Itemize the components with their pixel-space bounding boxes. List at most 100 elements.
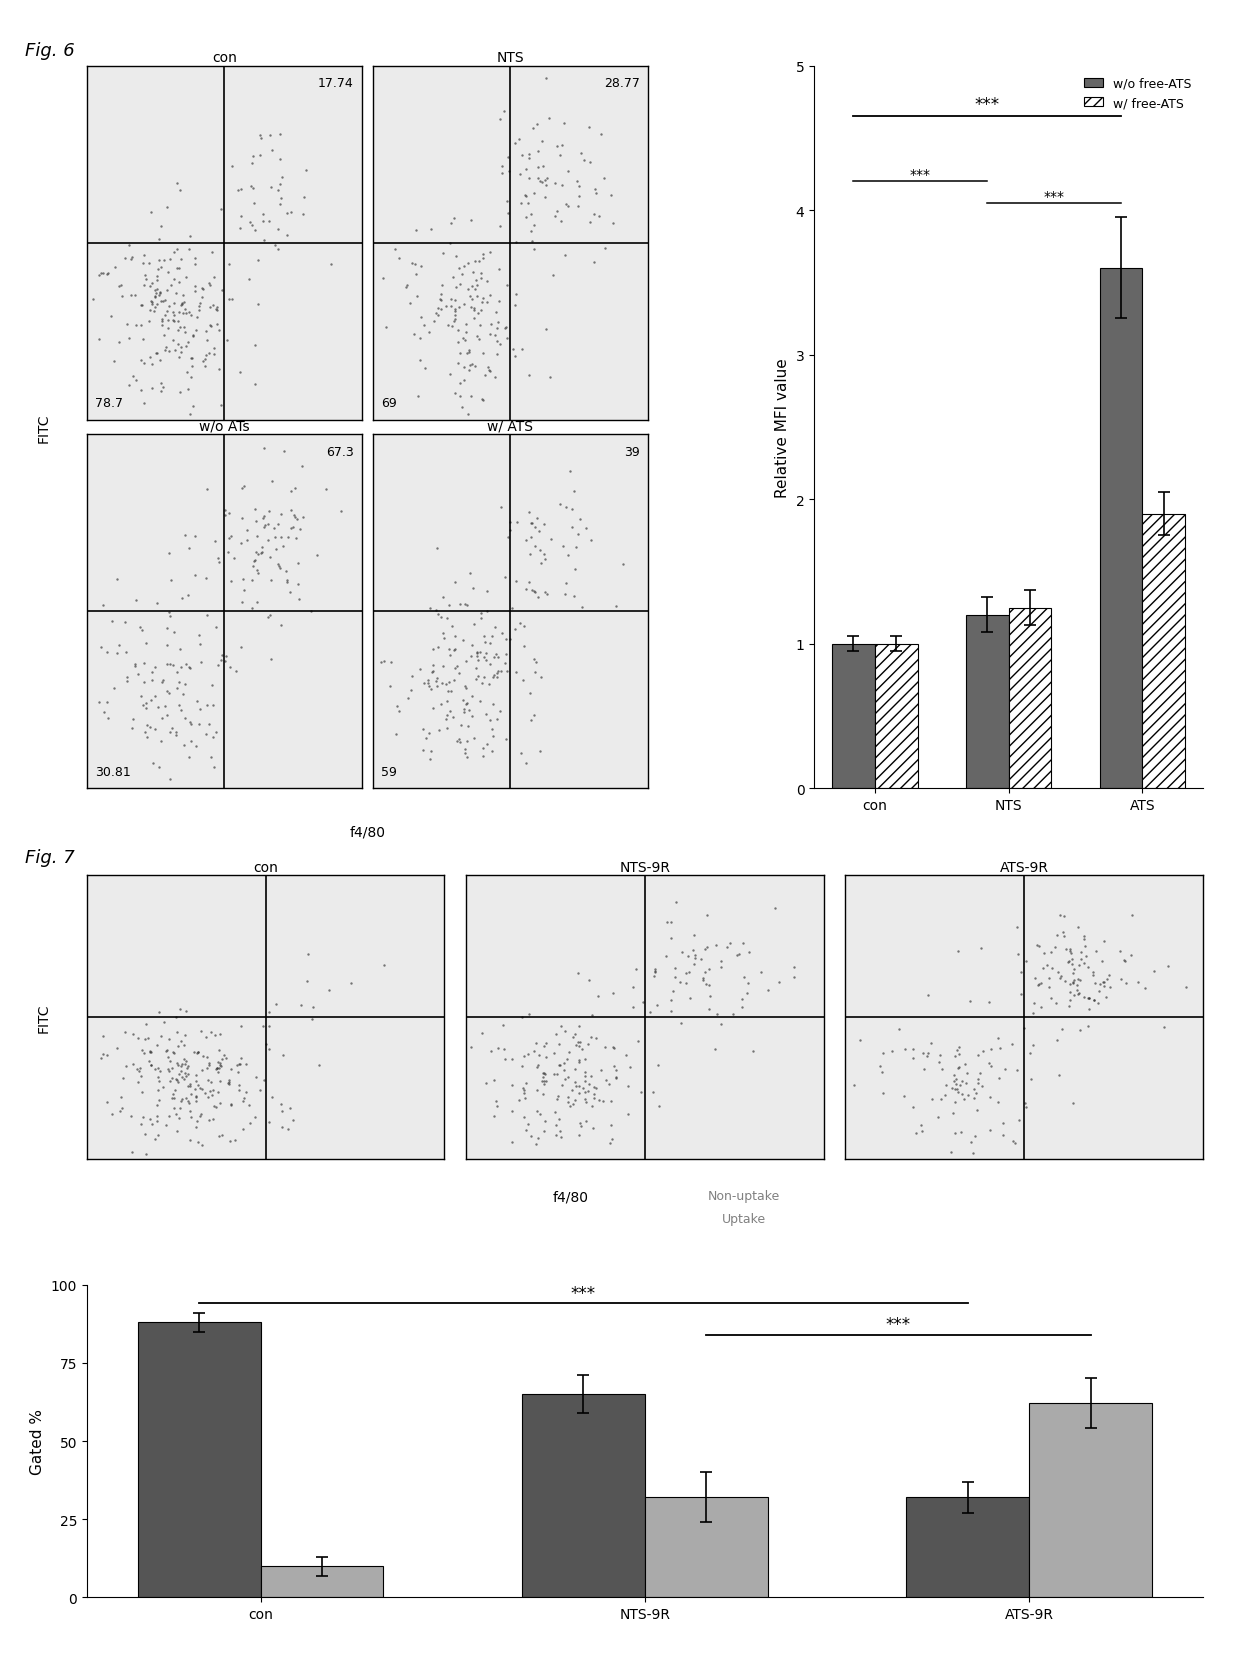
- Point: [427, 301, 446, 328]
- Point: [1094, 968, 1114, 995]
- Point: [278, 1117, 298, 1143]
- Point: [640, 1000, 660, 1027]
- Point: [844, 1072, 864, 1098]
- Text: f4/80: f4/80: [552, 1190, 589, 1203]
- Point: [136, 1142, 156, 1168]
- Point: [579, 967, 599, 993]
- Point: [186, 1068, 206, 1095]
- Point: [1053, 1017, 1073, 1043]
- Point: [458, 592, 477, 619]
- Point: [484, 644, 503, 671]
- Point: [413, 716, 433, 742]
- Point: [620, 1053, 640, 1080]
- Point: [133, 1103, 153, 1130]
- Point: [444, 205, 464, 231]
- Point: [281, 498, 301, 524]
- Point: [889, 1015, 909, 1042]
- Point: [568, 193, 588, 220]
- Point: [1063, 1090, 1083, 1117]
- Point: [548, 1032, 568, 1058]
- Point: [737, 980, 756, 1007]
- Point: [600, 1130, 620, 1156]
- Point: [151, 379, 171, 406]
- Point: [515, 612, 534, 639]
- Point: [176, 301, 196, 328]
- Point: [131, 378, 151, 404]
- Point: [1014, 1015, 1034, 1042]
- Point: [537, 581, 557, 607]
- Point: [200, 1050, 219, 1077]
- Point: [177, 1073, 197, 1100]
- Point: [155, 303, 175, 329]
- Point: [579, 1070, 599, 1097]
- Point: [1085, 970, 1105, 997]
- Point: [481, 1038, 501, 1065]
- Point: [487, 661, 507, 687]
- Point: [949, 1080, 968, 1107]
- Point: [445, 306, 465, 333]
- Point: [218, 1070, 238, 1097]
- Point: [670, 970, 689, 997]
- Point: [270, 121, 290, 148]
- Point: [518, 1110, 538, 1137]
- Point: [606, 1065, 626, 1092]
- Point: [280, 1095, 300, 1122]
- Point: [190, 1075, 210, 1102]
- Point: [259, 1013, 279, 1040]
- Point: [481, 622, 501, 649]
- Point: [432, 296, 451, 323]
- Point: [580, 150, 600, 176]
- Point: [180, 744, 200, 770]
- Point: [97, 1090, 117, 1117]
- Point: [208, 546, 228, 572]
- Point: [160, 1048, 180, 1075]
- Point: [947, 1037, 967, 1063]
- Point: [248, 291, 268, 318]
- Point: [691, 947, 711, 973]
- Point: [1054, 924, 1074, 950]
- Point: [294, 185, 314, 211]
- Point: [250, 125, 270, 151]
- Point: [165, 310, 185, 336]
- Point: [981, 1037, 1001, 1063]
- Point: [151, 213, 171, 240]
- Point: [135, 691, 155, 717]
- Point: [201, 1068, 221, 1095]
- Point: [480, 651, 500, 677]
- Text: f4/80: f4/80: [350, 825, 386, 839]
- Point: [203, 1107, 223, 1133]
- Point: [154, 1010, 174, 1037]
- Point: [921, 1085, 941, 1112]
- Point: [532, 170, 552, 196]
- Point: [167, 659, 187, 686]
- Point: [148, 291, 167, 318]
- Point: [552, 173, 572, 200]
- Point: [171, 1058, 191, 1085]
- Point: [191, 649, 211, 676]
- Point: [591, 121, 611, 148]
- Point: [456, 676, 476, 702]
- Point: [583, 1002, 603, 1028]
- Point: [131, 682, 151, 709]
- Point: [918, 1040, 937, 1067]
- Point: [443, 265, 463, 291]
- Point: [588, 983, 608, 1010]
- Point: [89, 326, 109, 353]
- Point: [430, 286, 450, 313]
- Point: [210, 1055, 229, 1082]
- Point: [187, 1040, 207, 1067]
- Point: [569, 1033, 589, 1060]
- Point: [518, 1042, 538, 1068]
- Point: [185, 275, 205, 301]
- Point: [418, 667, 438, 694]
- Point: [175, 1022, 195, 1048]
- Point: [455, 735, 475, 762]
- Point: [165, 338, 185, 364]
- Point: [208, 1123, 228, 1150]
- Point: [270, 146, 290, 173]
- Point: [210, 1090, 229, 1117]
- Point: [115, 245, 135, 271]
- Point: [515, 1080, 534, 1107]
- Point: [272, 1098, 291, 1125]
- Point: [268, 178, 288, 205]
